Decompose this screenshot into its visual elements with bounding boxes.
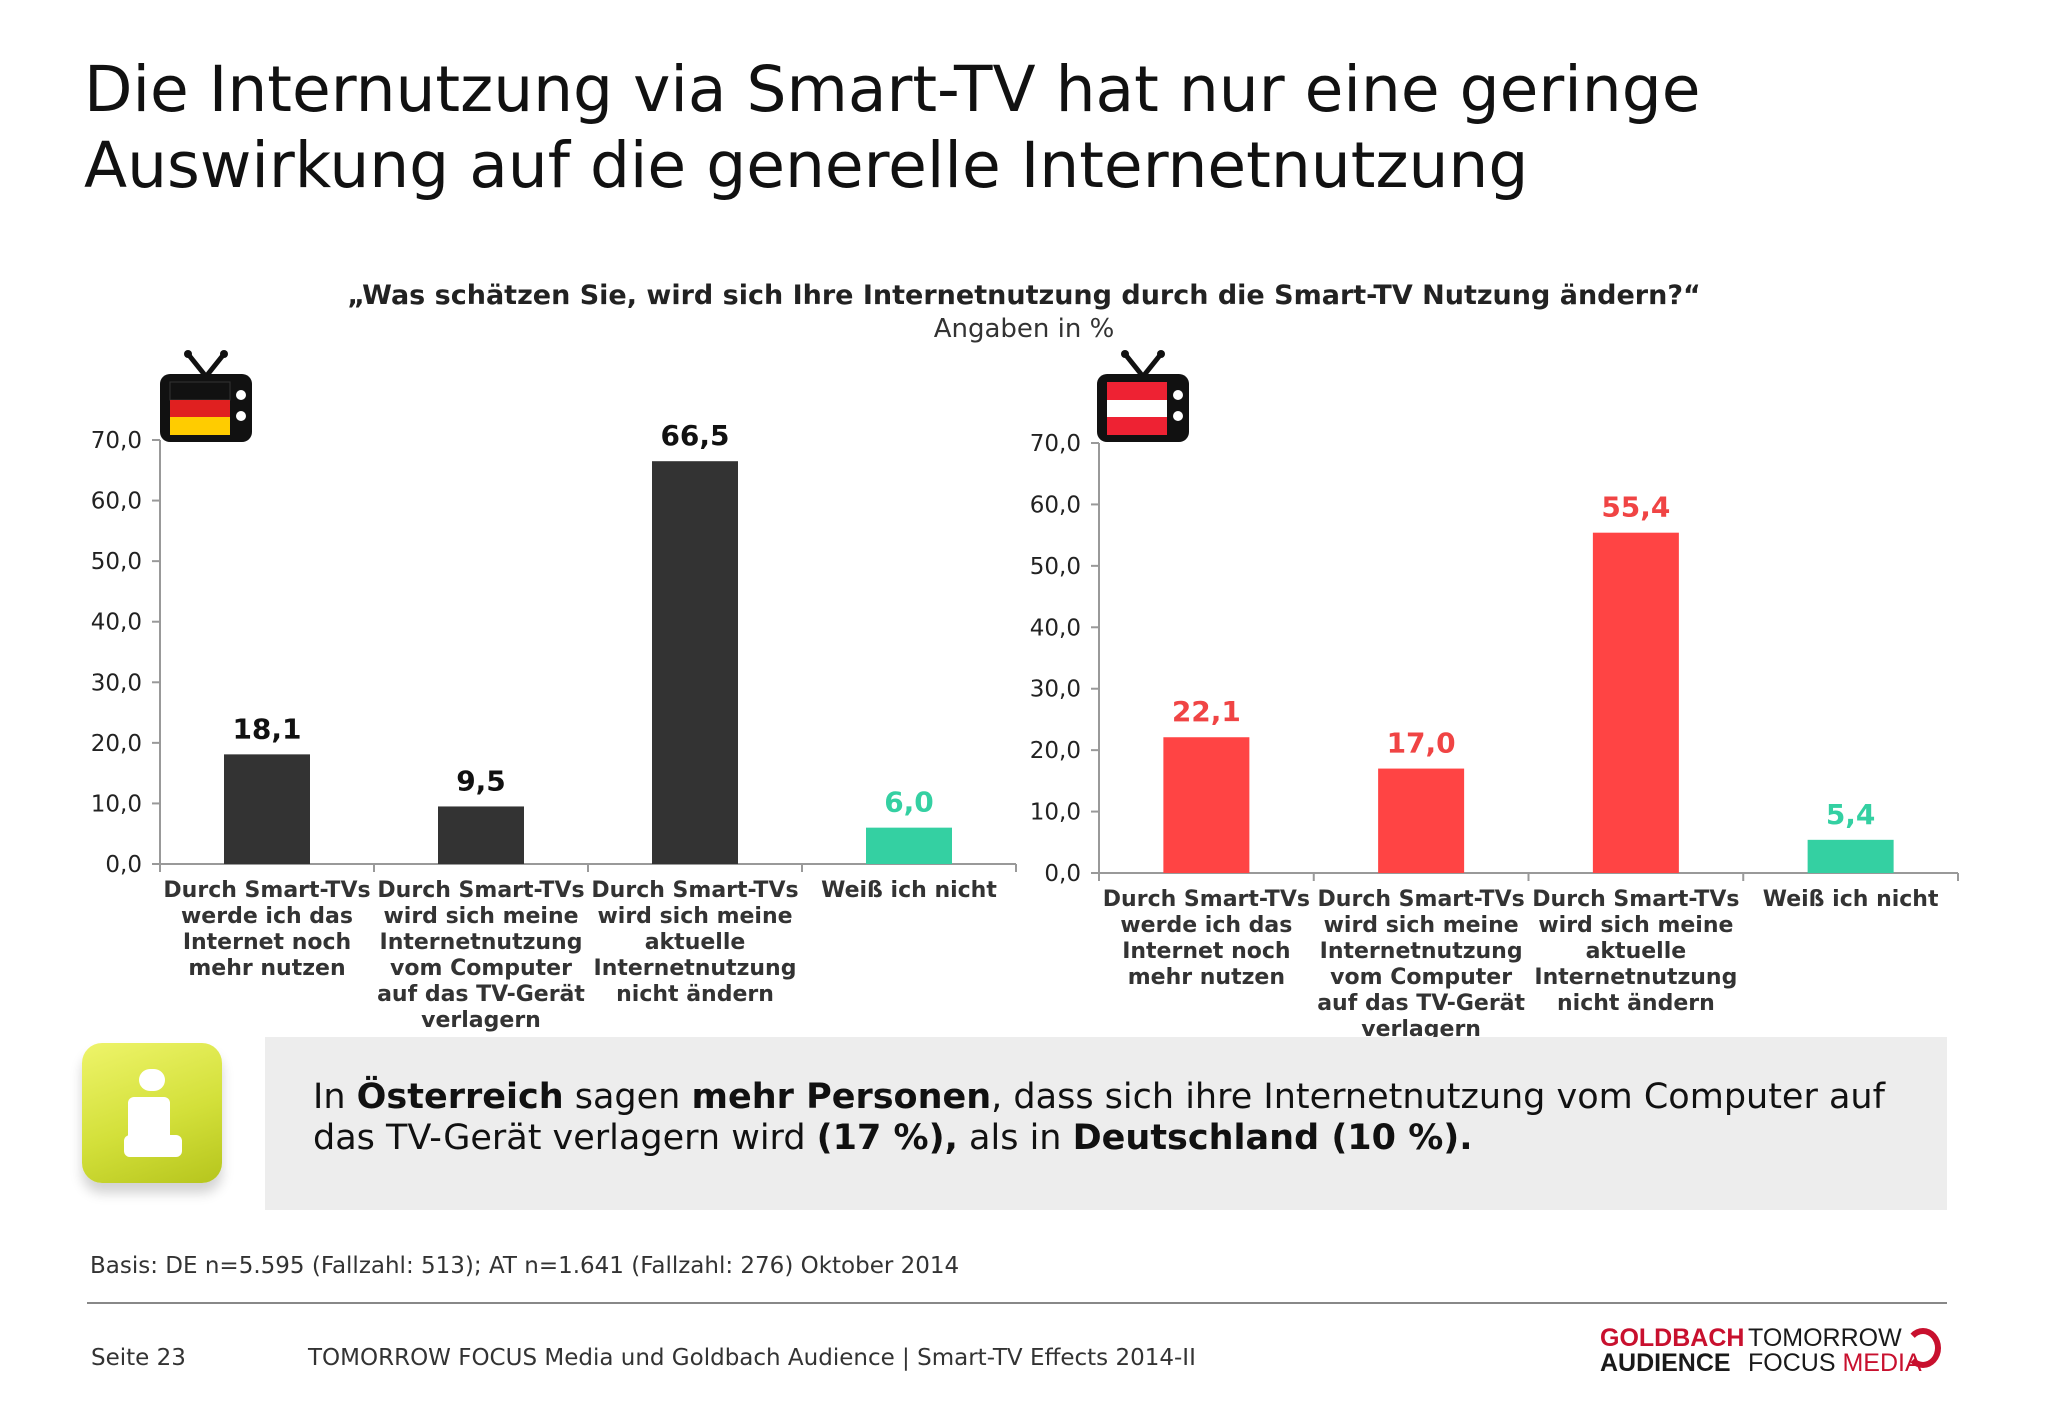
de-category-label-4: Weiß ich nicht: [821, 878, 997, 903]
de-y-tick-label: 30,0: [91, 670, 142, 696]
at-category-label-3: Durch Smart-TVs wird sich meine aktuelle…: [1532, 887, 1740, 1016]
info-box: In Österreich sagen mehr Personen, dass …: [265, 1037, 1947, 1210]
de-y-tick-label: 50,0: [91, 549, 142, 575]
info-icon: [82, 1043, 222, 1183]
page-number: Seite 23: [91, 1345, 186, 1371]
tomorrow-focus-media-logo: TOMORROW FOCUS MEDIA: [1748, 1324, 1922, 1377]
footer-text: TOMORROW FOCUS Media und Goldbach Audien…: [308, 1345, 1196, 1371]
at-data-label-1: 22,1: [1172, 695, 1241, 728]
at-category-label-2: Durch Smart-TVs wird sich meine Internet…: [1317, 887, 1526, 1042]
goldbach-audience-logo: GOLDBACH AUDIENCE: [1600, 1324, 1745, 1377]
de-y-tick-label: 20,0: [91, 731, 142, 757]
at-y-tick-label: 20,0: [1030, 738, 1081, 764]
at-y-tick-label: 10,0: [1030, 800, 1081, 826]
at-bar-4: [1807, 839, 1894, 873]
at-category-label-1: Durch Smart-TVs werde ich das Internet n…: [1102, 887, 1310, 990]
germany-flag-tv-icon: [160, 350, 252, 442]
de-y-tick-label: 40,0: [91, 610, 142, 636]
de-category-label-2: Durch Smart-TVs wird sich meine Internet…: [377, 878, 585, 1033]
info-text: In Österreich sagen mehr Personen, dass …: [313, 1077, 1885, 1158]
at-category-label-4: Weiß ich nicht: [1762, 887, 1939, 912]
survey-question: „Was schätzen Sie, wird sich Ihre Intern…: [347, 280, 1701, 311]
de-data-label-2: 9,5: [456, 764, 506, 797]
de-y-tick-label: 0,0: [105, 852, 142, 878]
at-y-tick-label: 0,0: [1044, 861, 1081, 887]
austria-flag-tv-icon: [1097, 350, 1189, 442]
de-data-label-4: 6,0: [884, 786, 934, 819]
footer-divider: [87, 1302, 1947, 1304]
de-bar-2: [438, 806, 524, 864]
de-bar-3: [652, 461, 738, 864]
at-y-tick-label: 30,0: [1030, 677, 1081, 703]
at-y-tick-label: 50,0: [1030, 554, 1081, 580]
tfm-logo-ring-icon: [1905, 1328, 1941, 1368]
de-category-label-3: Durch Smart-TVs wird sich meine aktuelle…: [591, 878, 799, 1007]
at-y-tick-label: 40,0: [1030, 615, 1081, 641]
at-bar-2: [1378, 768, 1465, 873]
de-y-tick-label: 70,0: [91, 428, 142, 454]
at-bar-1: [1163, 737, 1250, 873]
at-data-label-2: 17,0: [1387, 727, 1456, 760]
unit-label: Angaben in %: [933, 314, 1115, 344]
de-bar-1: [224, 754, 310, 864]
de-y-tick-label: 60,0: [91, 489, 142, 515]
at-data-label-4: 5,4: [1826, 798, 1876, 831]
de-data-label-1: 18,1: [232, 712, 301, 745]
de-category-label-1: Durch Smart-TVs werde ich das Internet n…: [163, 878, 371, 981]
de-bar-4: [866, 827, 952, 864]
de-data-label-3: 66,5: [660, 419, 729, 452]
at-y-tick-label: 60,0: [1030, 492, 1081, 518]
basis-note: Basis: DE n=5.595 (Fallzahl: 513); AT n=…: [90, 1253, 960, 1279]
at-y-tick-label: 70,0: [1030, 431, 1081, 457]
page-title: Die Internutzung via Smart-TV hat nur ei…: [84, 53, 1701, 202]
at-bar-3: [1592, 532, 1679, 873]
at-data-label-3: 55,4: [1601, 491, 1670, 524]
de-y-tick-label: 10,0: [91, 791, 142, 817]
